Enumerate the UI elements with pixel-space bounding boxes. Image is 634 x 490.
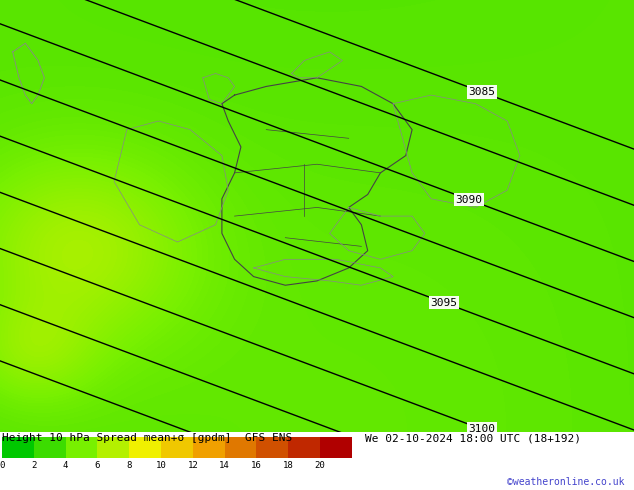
Bar: [161, 437, 193, 458]
Bar: [2, 437, 34, 458]
Text: We 02-10-2024 18:00 UTC (18+192): We 02-10-2024 18:00 UTC (18+192): [365, 433, 581, 443]
Text: Height 10 hPa Spread mean+σ [gpdm]  GFS ENS: Height 10 hPa Spread mean+σ [gpdm] GFS E…: [2, 433, 292, 443]
Text: 3090: 3090: [456, 195, 482, 205]
Text: 10: 10: [155, 461, 166, 469]
Bar: [129, 437, 161, 458]
Text: 4: 4: [63, 461, 68, 469]
Bar: [224, 437, 256, 458]
Text: 6: 6: [94, 461, 100, 469]
Text: 20: 20: [314, 461, 325, 469]
Bar: [34, 437, 65, 458]
Bar: [98, 437, 129, 458]
Text: 14: 14: [219, 461, 230, 469]
Text: ©weatheronline.co.uk: ©weatheronline.co.uk: [507, 477, 624, 487]
Text: 2: 2: [31, 461, 36, 469]
Text: 16: 16: [251, 461, 262, 469]
Text: 12: 12: [188, 461, 198, 469]
Text: 3085: 3085: [469, 87, 495, 97]
Bar: [65, 437, 98, 458]
Text: 3095: 3095: [430, 297, 457, 308]
Text: 8: 8: [126, 461, 132, 469]
Text: 3100: 3100: [469, 424, 495, 434]
Text: 0: 0: [0, 461, 4, 469]
Bar: [320, 437, 352, 458]
Bar: [256, 437, 288, 458]
Bar: [288, 437, 320, 458]
Text: 18: 18: [283, 461, 294, 469]
Bar: [193, 437, 224, 458]
